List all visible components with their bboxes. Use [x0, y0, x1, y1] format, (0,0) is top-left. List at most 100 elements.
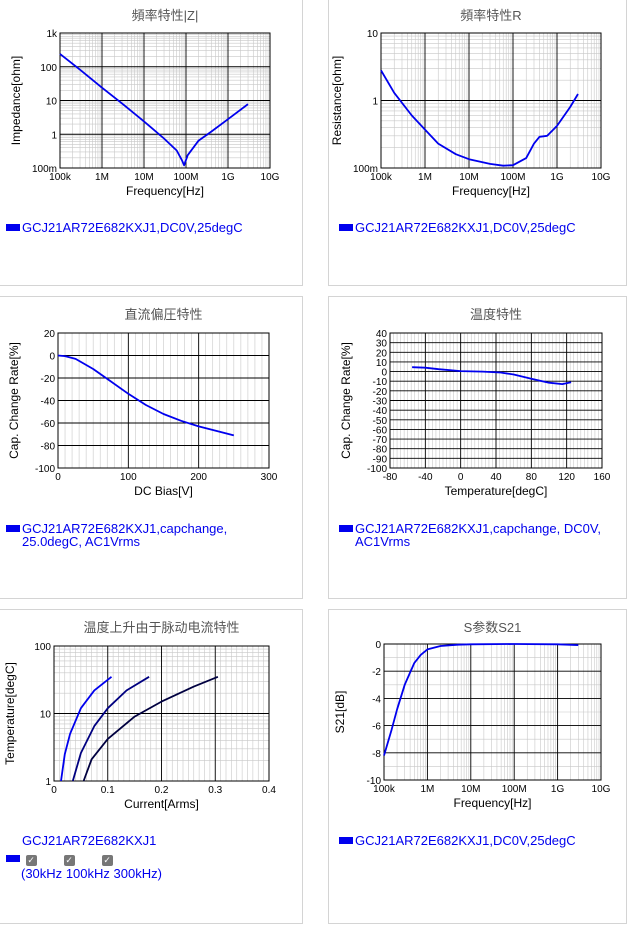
plot-frame — [59, 32, 271, 169]
x-tick-label: 0.2 — [155, 785, 169, 796]
legend-swatch — [6, 224, 20, 231]
legend-dcbias: GCJ21AR72E682KXJ1,capchange, 25.0degC, A… — [6, 522, 227, 548]
temprise-chart: 温度上升由于脉动电流特性 0 0.1 0.2 0.3 0.4 1 10 100 Current[A… — [3, 620, 276, 811]
checkbox-100khz[interactable]: ✓ — [63, 855, 75, 866]
s21-chart: S参数S21 100k 1M 10M 100M 1G 10G 0 -2 -4 -6 -8 -10 Freq… — [333, 620, 611, 810]
y-tick-label: 100m — [32, 164, 57, 175]
series-line — [57, 354, 235, 437]
x-tick-label: 1M — [418, 172, 432, 183]
x-tick-label: 100M — [173, 172, 198, 183]
legend-swatch — [339, 837, 353, 844]
x-tick-label: 100 — [120, 472, 137, 483]
y-tick-label: 30 — [376, 339, 388, 350]
chart-panel-temperature: 温度特性 -80 -40 0 40 80 120 160 40 30 20 10 0 -10 -20 -30-… — [328, 296, 627, 599]
y-tick-label: 0 — [375, 640, 381, 651]
x-tick-label: 0 — [51, 785, 57, 796]
checkbox-label-300khz: 300kHz) — [113, 866, 162, 881]
chart-title: 頻率特性|Z| — [132, 8, 199, 23]
x-tick-label: 0.1 — [101, 785, 115, 796]
y-tick-label: -80 — [41, 442, 56, 453]
y-tick-label: 10 — [376, 358, 388, 369]
legend-label: GCJ21AR72E682KXJ1,DC0V,25degC — [355, 220, 576, 235]
series-line — [383, 643, 579, 756]
y-tick-label: -90 — [373, 454, 388, 465]
checkbox-30khz[interactable]: ✓ — [25, 855, 37, 866]
y-tick-label: -50 — [373, 416, 388, 427]
y-tick-label: -30 — [373, 397, 388, 408]
plot-frame — [57, 332, 270, 469]
x-tick-label: 10G — [261, 172, 280, 183]
x-tick-label: 80 — [526, 472, 538, 483]
x-tick-label: 10M — [134, 172, 153, 183]
y-axis-label: Impedance[ohm] — [9, 56, 23, 145]
x-axis-label: Temperature[degC] — [445, 484, 548, 498]
chart-title: S参数S21 — [464, 620, 522, 635]
legend-resistance: GCJ21AR72E682KXJ1,DC0V,25degC — [339, 221, 576, 234]
x-tick-label: 100M — [502, 784, 527, 795]
y-tick-label: 10 — [46, 97, 58, 108]
checkbox-label-100khz: 100kHz — [65, 866, 110, 881]
y-tick-label: 1k — [46, 29, 58, 40]
y-tick-label: 1 — [372, 97, 378, 108]
minor-grid — [384, 644, 601, 780]
y-tick-label: 0 — [381, 368, 387, 379]
y-tick-label: -100 — [35, 464, 55, 475]
legend-label: GCJ21AR72E682KXJ1,capchange, — [22, 521, 228, 536]
x-axis-label: DC Bias[V] — [134, 484, 193, 498]
y-tick-label: 20 — [376, 348, 388, 359]
y-tick-label: 100 — [34, 642, 51, 653]
chart-panel-temprise: 温度上升由于脉动电流特性 0 0.1 0.2 0.3 0.4 1 10 100 Current[A… — [0, 609, 303, 924]
y-tick-label: -80 — [373, 445, 388, 456]
legend-swatch — [6, 525, 20, 532]
y-tick-label: 10 — [367, 29, 379, 40]
y-tick-label: -60 — [373, 425, 388, 436]
x-tick-label: 0.3 — [208, 785, 222, 796]
y-axis-label: Cap. Change Rate[%] — [339, 342, 353, 459]
legend-label: GCJ21AR72E682KXJ1,capchange, DC0V, — [355, 521, 601, 536]
x-tick-label: 120 — [558, 472, 575, 483]
x-tick-label: 100k — [370, 172, 393, 183]
y-tick-label: 100m — [353, 164, 378, 175]
chart-panel-impedance: 頻率特性|Z| 100k 1M 10M 100M 1G 10G 100m 1 10 100 1k Fre… — [0, 0, 303, 286]
series-line — [71, 676, 150, 782]
legend-swatch — [339, 224, 353, 231]
x-tick-label: 160 — [594, 472, 611, 483]
major-grid — [389, 332, 603, 469]
checkbox-300khz[interactable]: ✓ — [101, 855, 113, 866]
legend-temperature: GCJ21AR72E682KXJ1,capchange, DC0V, AC1Vr… — [339, 522, 601, 548]
y-axis-label: Temperature[degC] — [3, 662, 17, 765]
legend-label: GCJ21AR72E682KXJ1,DC0V,25degC — [22, 220, 243, 235]
x-tick-label: 1G — [550, 172, 564, 183]
legend-label-line2: AC1Vrms — [355, 534, 411, 549]
x-tick-label: 0 — [458, 472, 464, 483]
x-tick-label: 10G — [592, 784, 611, 795]
y-tick-label: -20 — [41, 374, 56, 385]
y-tick-label: 1 — [51, 130, 57, 141]
plot-frame — [389, 332, 603, 469]
x-tick-label: 40 — [490, 472, 502, 483]
y-tick-label: -10 — [373, 377, 388, 388]
x-tick-label: 100k — [373, 784, 396, 795]
legend-temprise: GCJ21AR72E682KXJ1 — [22, 834, 156, 847]
x-tick-label: 0 — [55, 472, 61, 483]
y-tick-label: -40 — [41, 397, 56, 408]
plot-frame — [53, 645, 270, 782]
chart-panel-dcbias: 直流偏圧特性 0 100 200 300 20 0 -20 -40 -60 -80 -100 DC Bi… — [0, 296, 303, 599]
x-axis-label: Frequency[Hz] — [126, 184, 204, 198]
x-tick-label: 200 — [190, 472, 207, 483]
y-tick-label: 10 — [40, 710, 52, 721]
x-tick-label: 100M — [500, 172, 525, 183]
y-tick-label: 0 — [49, 352, 55, 363]
x-axis-label: Current[Arms] — [124, 797, 199, 811]
impedance-chart: 頻率特性|Z| 100k 1M 10M 100M 1G 10G 100m 1 10 100 1k Fre… — [9, 8, 280, 198]
y-tick-label: -70 — [373, 435, 388, 446]
y-axis-label: Cap. Change Rate[%] — [7, 342, 21, 459]
y-tick-label: -4 — [372, 694, 381, 705]
legend-checkbox-row: ✓ ✓ ✓ — [6, 852, 140, 866]
legend-swatch — [339, 525, 353, 532]
x-tick-label: 1G — [221, 172, 235, 183]
x-tick-label: -40 — [418, 472, 433, 483]
chart-title: 直流偏圧特性 — [124, 307, 202, 322]
x-tick-label: 1M — [420, 784, 434, 795]
legend-s21: GCJ21AR72E682KXJ1,DC0V,25degC — [339, 834, 576, 847]
